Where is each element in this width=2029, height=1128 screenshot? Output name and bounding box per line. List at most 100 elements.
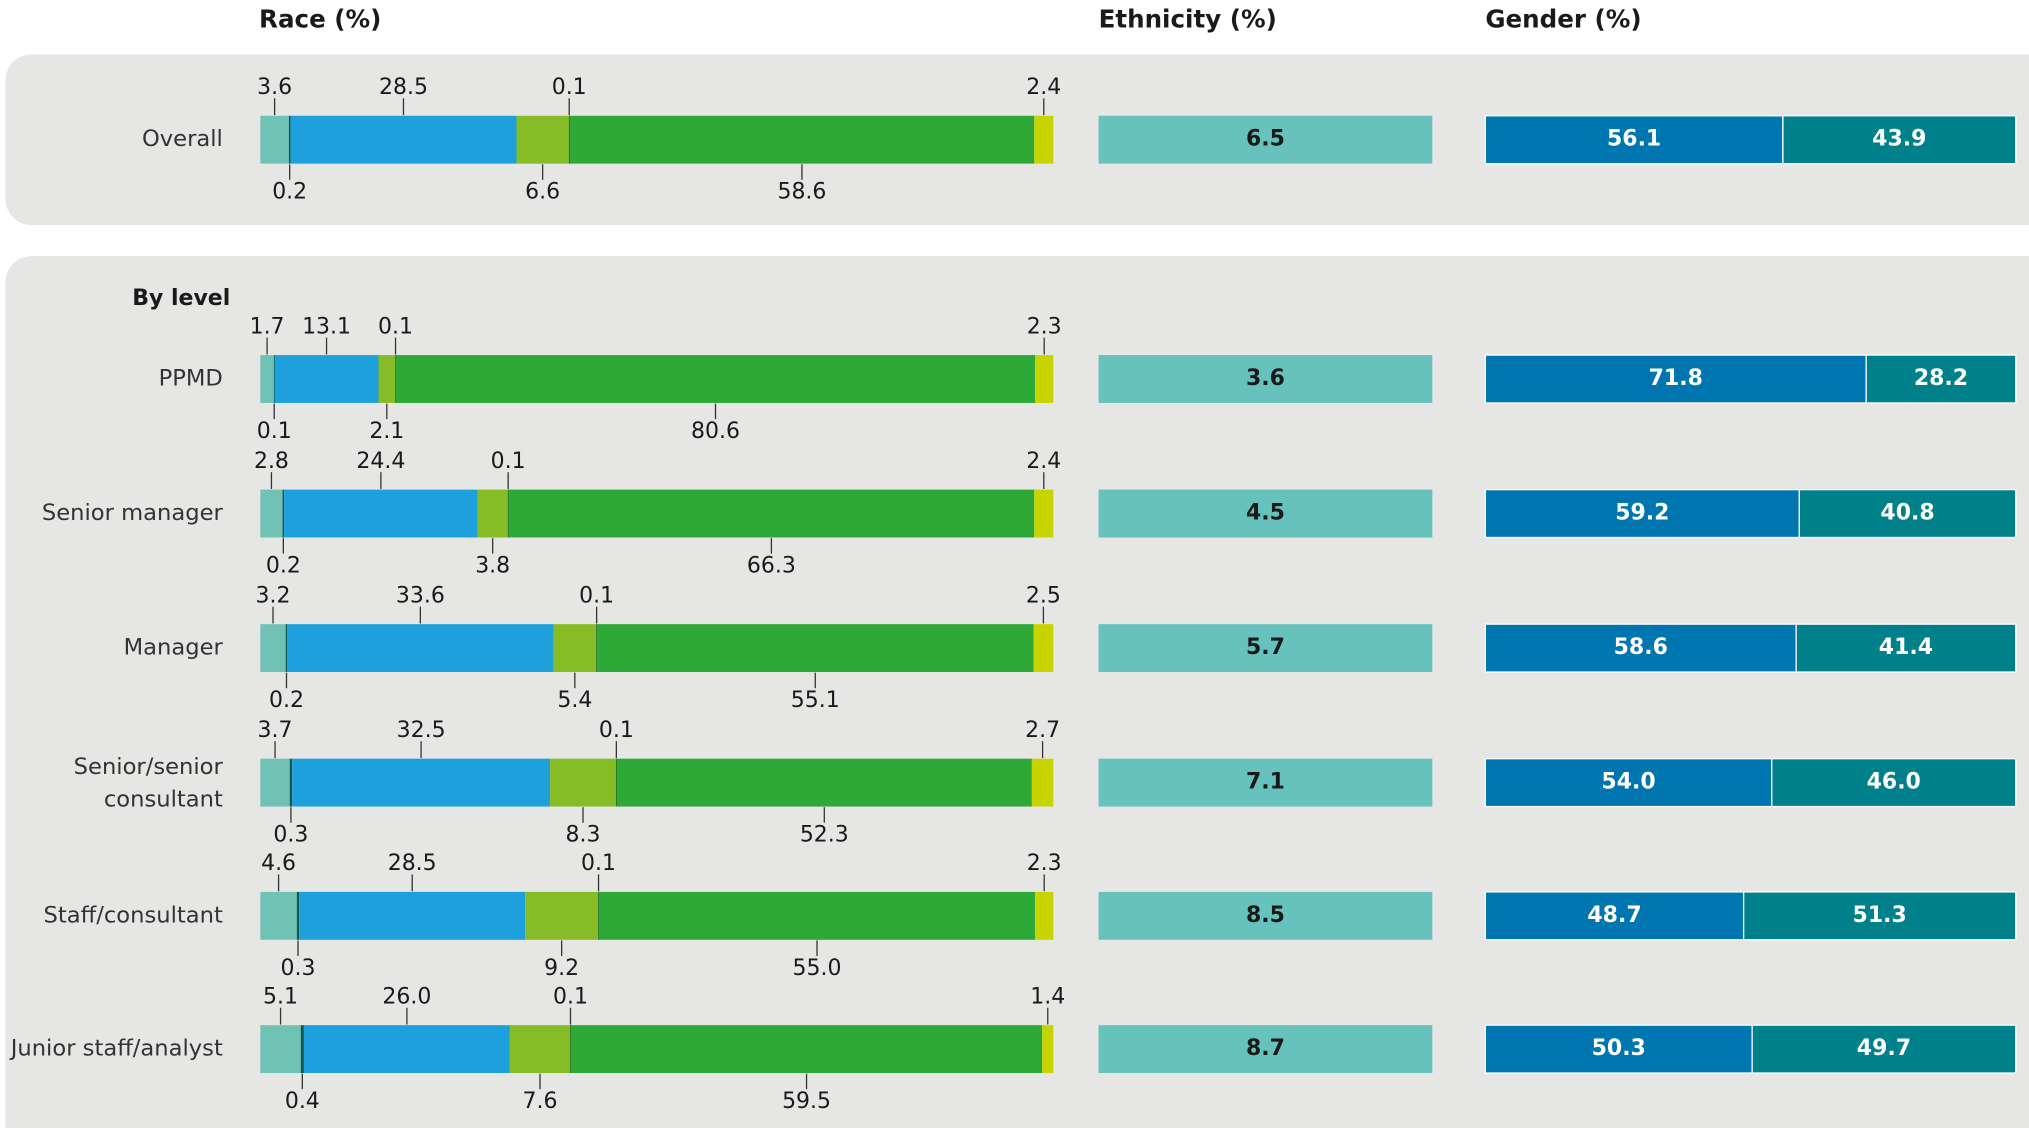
race-value-label: 13.1: [302, 314, 351, 339]
race-value-label: 0.4: [285, 1089, 320, 1114]
race-value-label: 8.3: [566, 823, 601, 848]
ethnicity-value-label: 3.6: [1246, 366, 1285, 391]
race-value-label: 0.1: [378, 314, 413, 339]
gender-segment: [1484, 115, 1784, 165]
race-segment: [516, 115, 569, 164]
gender-segment: [1771, 758, 2017, 808]
gender-value-label: 48.7: [1587, 903, 1641, 928]
race-value-label: 2.1: [369, 419, 404, 444]
race-header: Race (%): [259, 5, 381, 34]
race-segment: [507, 489, 510, 538]
gender-value-label: 59.2: [1615, 501, 1669, 526]
ethnicity-bar: [1098, 891, 1433, 940]
race-value-label: 0.1: [553, 984, 588, 1009]
race-value-label: 0.1: [257, 419, 292, 444]
race-segment: [598, 891, 1036, 940]
race-segment: [260, 758, 290, 807]
race-value-label: 2.5: [1026, 583, 1061, 608]
ethnicity-bar: [1098, 115, 1433, 164]
race-value-label: 1.4: [1030, 984, 1065, 1009]
gender-segment: [1484, 1024, 1753, 1074]
race-value-label: 59.5: [782, 1089, 831, 1114]
gender-value-label: 49.7: [1857, 1036, 1911, 1061]
race-value-label: 33.6: [396, 583, 445, 608]
race-segment: [299, 891, 526, 940]
gender-value-label: 43.9: [1872, 127, 1926, 152]
race-segment: [290, 115, 517, 164]
gender-value-label: 56.1: [1607, 127, 1661, 152]
race-segment: [289, 758, 293, 807]
ethnicity-value-label: 7.1: [1246, 770, 1285, 795]
gender-segment: [1484, 488, 1800, 539]
race-segment: [1042, 1025, 1054, 1074]
race-value-label: 26.0: [382, 984, 431, 1009]
ethnicity-bar: [1098, 624, 1433, 673]
ethnicity-bar: [1098, 355, 1433, 403]
ethnicity-header: Ethnicity (%): [1099, 5, 1277, 34]
race-value-label: 2.4: [1026, 75, 1061, 100]
race-value-label: 6.6: [525, 180, 560, 205]
gender-value-label: 46.0: [1867, 770, 1921, 795]
race-value-label: 0.3: [273, 823, 308, 848]
gender-segment: [1782, 115, 2017, 165]
race-value-label: 0.1: [552, 75, 587, 100]
race-segment: [285, 624, 288, 673]
race-value-label: 0.2: [272, 180, 307, 205]
gender-value-label: 40.8: [1880, 501, 1934, 526]
race-value-label: 4.6: [261, 851, 296, 876]
race-value-label: 3.6: [257, 75, 292, 100]
race-value-label: 5.1: [263, 984, 298, 1009]
race-value-label: 0.2: [269, 688, 304, 713]
race-segment: [550, 758, 616, 807]
gender-value-label: 28.2: [1914, 366, 1968, 391]
gender-value-label: 50.3: [1592, 1036, 1646, 1061]
gender-value-label: 71.8: [1649, 366, 1703, 391]
race-value-label: 0.1: [599, 718, 634, 743]
row-label: Staff/consultant: [44, 902, 223, 928]
race-value-label: 7.6: [522, 1089, 557, 1114]
race-segment: [1034, 115, 1054, 164]
ethnicity-value-label: 8.7: [1246, 1036, 1285, 1061]
race-segment: [508, 489, 1035, 538]
race-value-label: 28.5: [388, 851, 437, 876]
row-label: Junior staff/analyst: [9, 1036, 223, 1062]
race-value-label: 2.4: [1026, 449, 1061, 474]
race-segment: [509, 1025, 571, 1074]
race-segment: [303, 1025, 510, 1074]
race-value-label: 80.6: [691, 419, 740, 444]
race-segment: [287, 624, 554, 673]
race-segment: [395, 355, 1036, 403]
race-segment: [616, 758, 1032, 807]
gender-segment: [1798, 488, 2017, 539]
ethnicity-bar: [1098, 489, 1433, 538]
race-segment: [1031, 758, 1054, 807]
race-segment: [569, 115, 1035, 164]
gender-segment: [1743, 891, 2017, 941]
race-segment: [597, 624, 1034, 673]
race-segment: [260, 489, 283, 538]
race-value-label: 2.7: [1025, 718, 1060, 743]
race-segment: [1034, 489, 1054, 538]
race-value-label: 5.4: [557, 688, 592, 713]
race-segment: [395, 355, 397, 403]
race-value-label: 0.1: [491, 449, 526, 474]
race-value-label: 2.3: [1027, 851, 1062, 876]
race-value-label: 52.3: [800, 823, 849, 848]
race-value-label: 2.3: [1027, 314, 1062, 339]
race-segment: [477, 489, 508, 538]
race-value-label: 0.2: [266, 554, 301, 579]
race-value-label: 32.5: [397, 718, 446, 743]
gender-segment: [1865, 354, 2017, 404]
race-value-label: 3.7: [258, 718, 293, 743]
race-segment: [1035, 891, 1054, 940]
race-value-label: 1.7: [250, 314, 285, 339]
row-label: Manager: [124, 635, 224, 661]
race-value-label: 55.0: [793, 956, 842, 981]
ethnicity-value-label: 5.7: [1246, 635, 1285, 660]
race-value-label: 58.6: [777, 180, 826, 205]
gender-value-label: 41.4: [1879, 635, 1933, 660]
race-value-label: 28.5: [379, 75, 428, 100]
race-value-label: 3.8: [475, 554, 510, 579]
race-segment: [598, 891, 600, 940]
